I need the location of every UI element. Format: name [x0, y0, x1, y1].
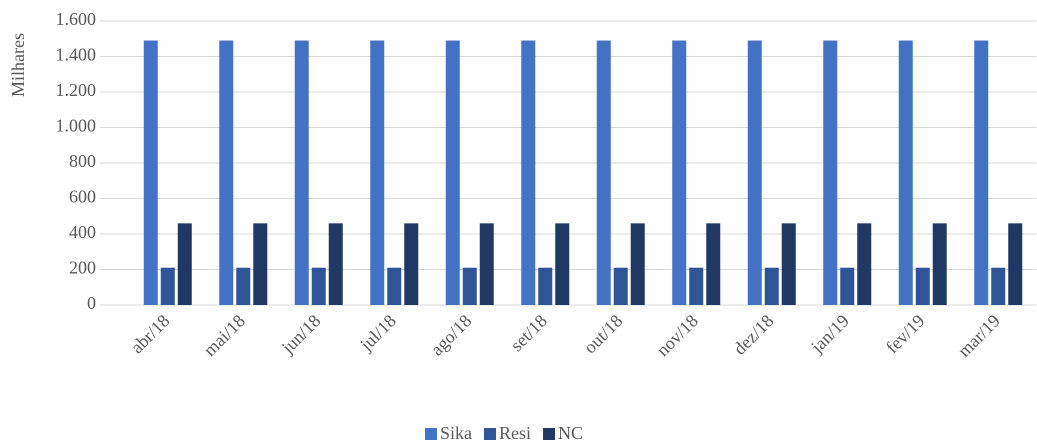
- bar: [479, 223, 494, 305]
- bar: [294, 40, 309, 306]
- bar: [143, 40, 158, 306]
- x-tick-label: abr/18: [127, 311, 174, 358]
- bar: [311, 267, 326, 305]
- y-tick-label: 1.000: [56, 116, 97, 136]
- x-tick-label: dez/18: [729, 311, 777, 359]
- legend-label: Resi: [499, 423, 531, 443]
- bar: [404, 223, 419, 305]
- legend-swatch: [543, 428, 556, 440]
- bar: [630, 223, 645, 305]
- x-tick-label: jul/18: [355, 311, 400, 356]
- bar: [538, 267, 553, 305]
- bar: [915, 267, 930, 305]
- legend-label: NC: [558, 423, 583, 443]
- bar: [370, 40, 385, 306]
- bar: [764, 267, 779, 305]
- y-tick-label: 1.400: [56, 45, 97, 65]
- bar: [219, 40, 234, 306]
- bar: [781, 223, 796, 305]
- bar: [328, 223, 343, 305]
- legend-swatch: [425, 428, 437, 440]
- y-tick-label: 600: [69, 187, 96, 207]
- bar: [706, 223, 721, 305]
- bar: [932, 223, 947, 305]
- y-tick-label: 800: [69, 151, 96, 171]
- y-tick-label: 1.200: [56, 80, 97, 100]
- bar: [253, 223, 268, 305]
- bar: [747, 40, 762, 306]
- bar: [857, 223, 872, 305]
- bar: [991, 267, 1006, 305]
- x-tick-label: ago/18: [427, 311, 476, 360]
- bar: [462, 267, 477, 305]
- y-tick-label: 0: [87, 293, 96, 313]
- bar: [445, 40, 460, 306]
- legend-label: Sika: [440, 423, 472, 443]
- y-tick-label: 1.600: [56, 9, 97, 29]
- y-tick-label: 400: [69, 222, 96, 242]
- bar: [1008, 223, 1023, 305]
- bar: [840, 267, 855, 305]
- bar: [898, 40, 913, 306]
- bar: [596, 40, 611, 306]
- bar: [823, 40, 838, 306]
- bar: [387, 267, 402, 305]
- bar: [521, 40, 536, 306]
- legend-swatch: [484, 428, 497, 440]
- x-tick-label: jun/18: [277, 311, 324, 358]
- x-tick-label: out/18: [580, 311, 627, 358]
- bar: [672, 40, 687, 306]
- bar: [974, 40, 989, 306]
- x-tick-label: jan/19: [806, 311, 853, 358]
- y-axis-title: Milhares: [8, 33, 28, 97]
- bar: [160, 267, 175, 305]
- bar: [177, 223, 192, 305]
- bar: [689, 267, 704, 305]
- y-tick-label: 200: [69, 258, 96, 278]
- bar: [555, 223, 570, 305]
- bar: [236, 267, 251, 305]
- x-tick-label: set/18: [506, 311, 551, 356]
- x-tick-label: fev/19: [882, 311, 929, 358]
- x-tick-label: mar/19: [954, 311, 1004, 361]
- x-tick-label: mai/18: [199, 311, 248, 360]
- bar: [613, 267, 628, 305]
- x-tick-label: nov/18: [652, 311, 702, 361]
